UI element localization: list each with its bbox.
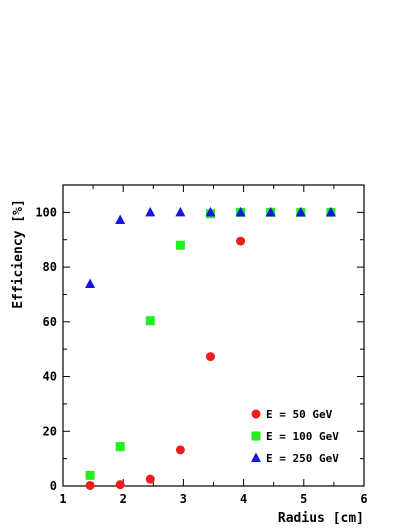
x-tick-label: 1 — [59, 492, 66, 506]
data-point-square — [115, 442, 125, 452]
x-tick-label: 6 — [360, 492, 367, 506]
data-point-square — [85, 470, 95, 480]
y-tick-labels: 0 20 40 60 80 100 — [35, 205, 57, 493]
x-tick-label: 5 — [300, 492, 307, 506]
legend: E = 50 GeV E = 100 GeV E = 250 GeV — [251, 408, 339, 465]
legend-marker-circle — [251, 409, 261, 419]
legend-label: E = 50 GeV — [266, 408, 333, 421]
data-point-triangle — [85, 278, 96, 289]
data-points — [85, 206, 336, 490]
data-point-triangle — [145, 206, 156, 217]
x-tick-label: 3 — [180, 492, 187, 506]
legend-label: E = 250 GeV — [266, 452, 339, 465]
data-point-triangle — [175, 206, 186, 217]
data-point-square — [175, 240, 185, 250]
data-point-triangle — [325, 206, 336, 217]
y-tick-label: 40 — [43, 370, 57, 384]
x-axis-title: Radius [cm] — [278, 511, 364, 526]
data-point-triangle — [265, 206, 276, 217]
data-point-circle — [236, 236, 246, 246]
axis-ticks — [62, 184, 365, 487]
data-point-triangle — [115, 214, 126, 225]
data-point-triangle — [295, 206, 306, 217]
legend-label: E = 100 GeV — [266, 430, 339, 443]
y-tick-label: 80 — [43, 260, 57, 274]
data-point-circle — [85, 480, 95, 490]
x-tick-labels: 1 2 3 4 5 6 — [59, 492, 367, 506]
data-point-triangle — [235, 206, 246, 217]
data-point-triangle — [205, 206, 216, 217]
legend-marker-triangle — [251, 452, 261, 462]
data-point-square — [145, 316, 155, 326]
y-tick-label: 100 — [35, 205, 57, 219]
data-point-circle — [175, 445, 185, 455]
legend-marker-square — [251, 431, 261, 441]
data-point-circle — [205, 352, 215, 362]
y-tick-label: 60 — [43, 315, 57, 329]
y-axis-title: Efficiency [%] — [11, 199, 26, 309]
data-point-circle — [145, 474, 155, 484]
x-tick-label: 4 — [240, 492, 247, 506]
y-tick-label: 0 — [50, 479, 57, 493]
y-tick-label: 20 — [43, 424, 57, 438]
x-tick-label: 2 — [120, 492, 127, 506]
data-point-circle — [115, 480, 125, 490]
